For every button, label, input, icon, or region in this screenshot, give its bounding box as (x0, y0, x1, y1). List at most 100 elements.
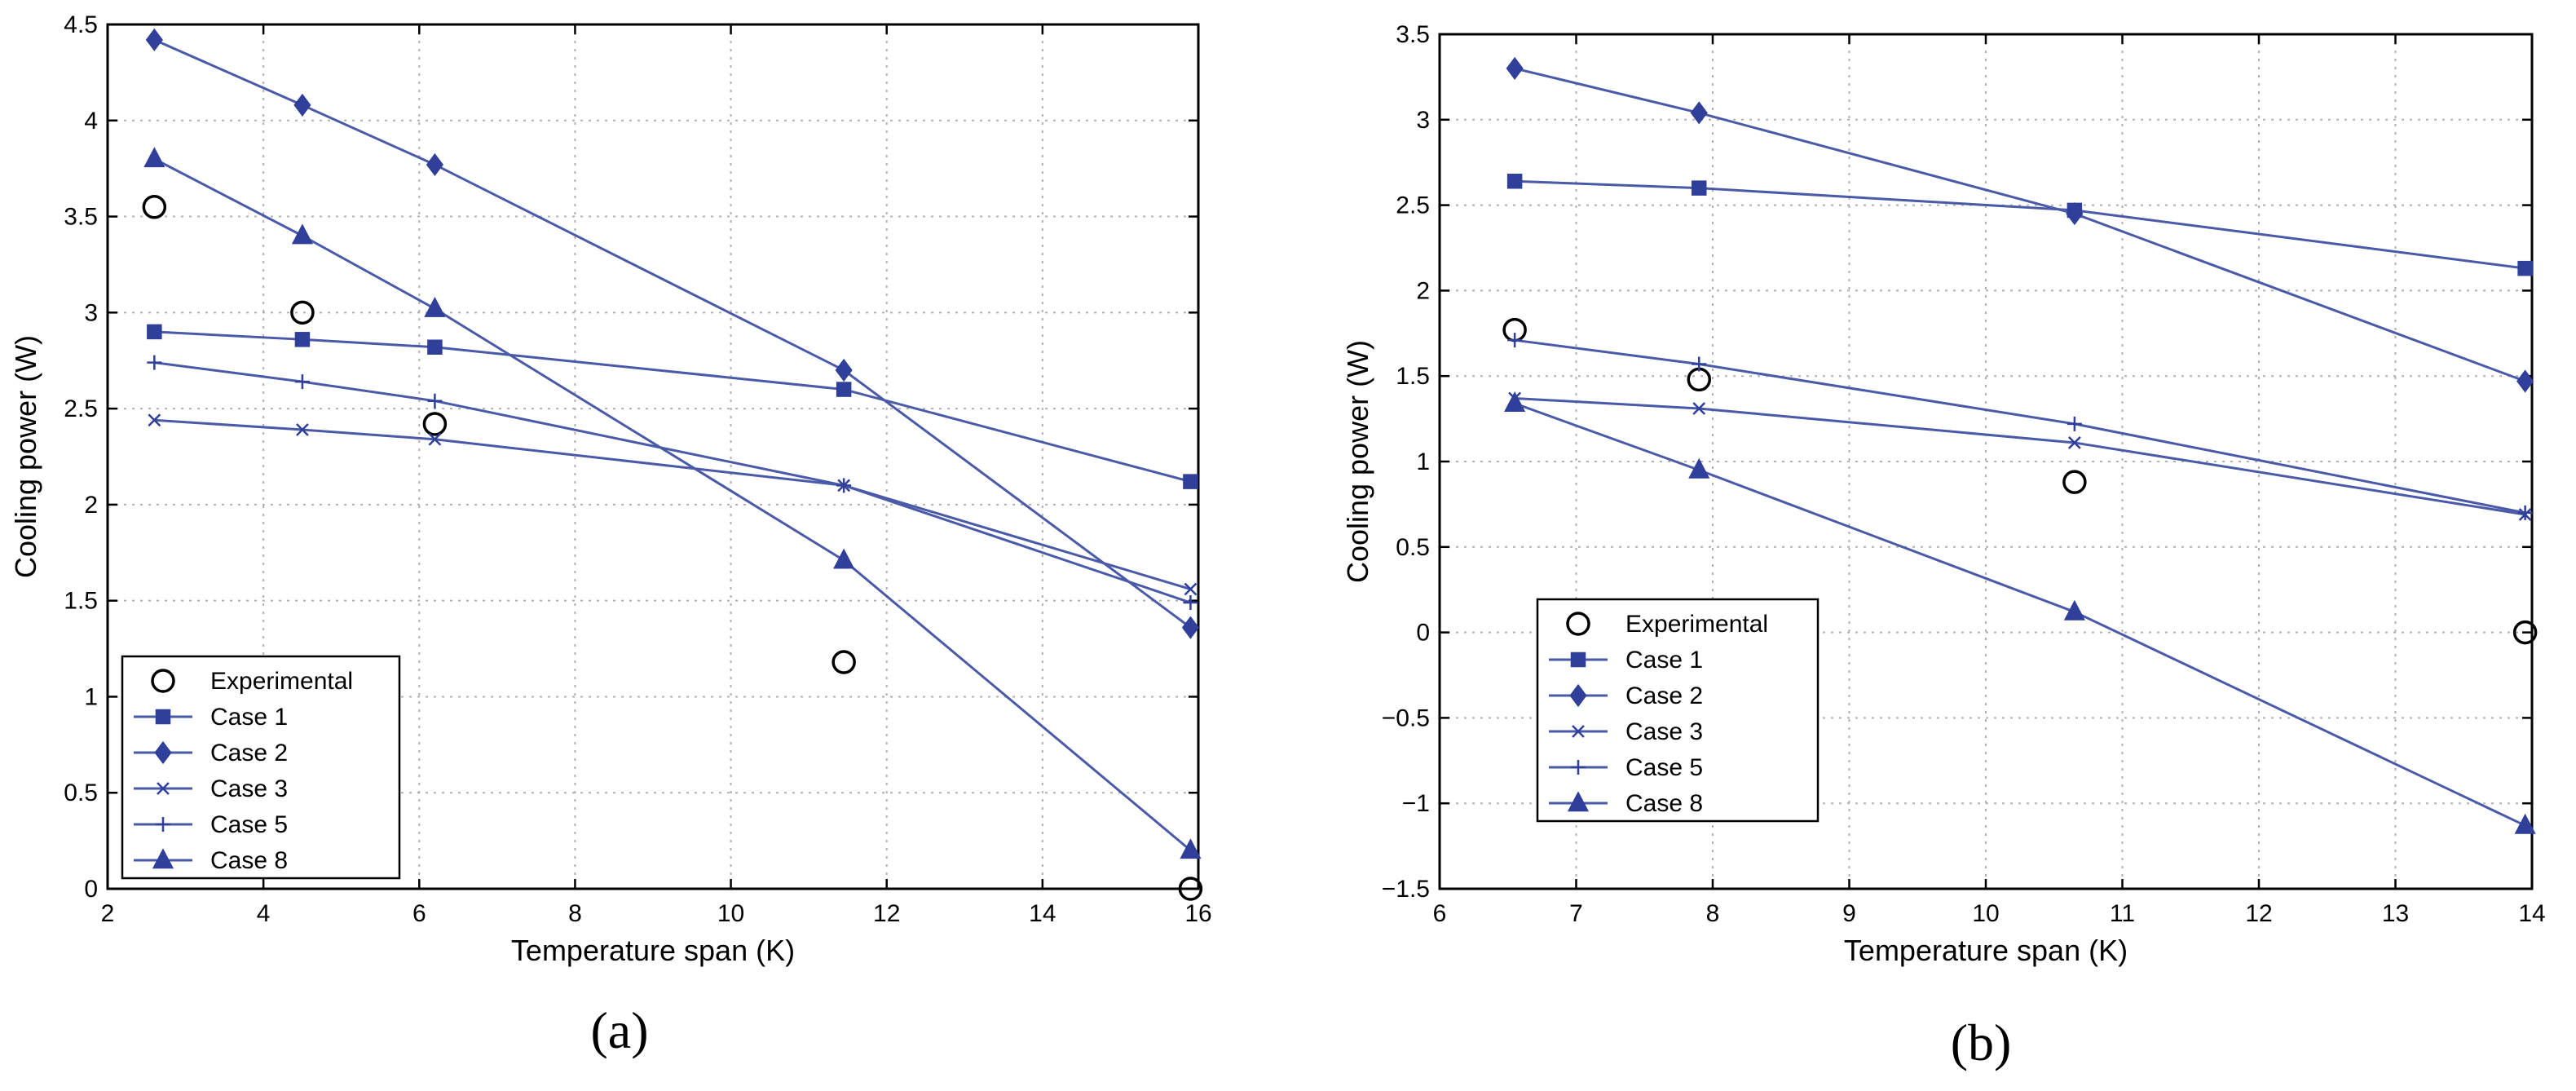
panel-b-legend-swatch-marker (1571, 760, 1586, 775)
panel-a-point-case-5 (294, 374, 310, 390)
panel-b-point-experimental (2062, 470, 2087, 494)
panel-b-point-case-8 (1504, 391, 1526, 412)
panel-b-point-case-5 (1692, 356, 1707, 372)
panel-a-point-experimental (831, 650, 856, 674)
panel-a-legend-swatch-marker (156, 817, 170, 832)
panel-a-x-tick-label: 4 (257, 900, 271, 927)
panel-a-x-tick-label: 2 (101, 900, 115, 927)
panel-b-legend-entry-case-2: Case 2 (1549, 682, 1703, 709)
panel-b-legend-entry-experimental: Experimental (1566, 611, 1768, 638)
panel-b-point-case-2 (1506, 56, 1524, 81)
panel-a-y-tick-label: 4.5 (64, 11, 98, 38)
panel-b-point-case-8 (1688, 457, 1710, 479)
panel-a-y-tick-label: 1 (84, 683, 98, 710)
panel-a-y-tick-label: 3 (84, 299, 98, 326)
panel-a-x-tick-label: 16 (1184, 900, 1211, 927)
panel-b-series-case-3 (1508, 391, 2532, 521)
panel-b-panel-label: (b) (1951, 1014, 2012, 1071)
panel-b-point-case-8 (2063, 599, 2085, 621)
panel-a-legend-label: Case 8 (210, 847, 288, 874)
panel-a-point-case-8 (833, 548, 855, 569)
panel-a-point-case-3 (296, 423, 309, 436)
panel-b-point-case-1 (1692, 180, 1707, 196)
panel-b-x-tick-label: 10 (1972, 900, 1999, 927)
panel-b-chart: 6 7 8 9 10 11 12 13 14 −1.5 −1 −0.5 0 0.5 1 1.5 2 2.5 3 3.5… (1341, 21, 2546, 1071)
panel-a-legend-entry-case-5: Case 5 (134, 811, 288, 838)
panel-a-chart: 2 4 6 8 10 12 14 16 0 0.5 1 1.5 2 2.5 3 3.5 4 4.5 Experime… (9, 11, 1212, 1059)
panel-b-line-case-3 (1515, 396, 2525, 516)
panel-b-x-tick-label: 6 (1433, 900, 1447, 927)
panel-a-point-case-2 (835, 358, 853, 382)
panel-b-series-case-1 (1506, 174, 2533, 276)
panel-a-point-case-2 (293, 93, 311, 117)
panel-b-legend-swatch-marker (1569, 683, 1587, 708)
panel-a-point-case-8 (424, 296, 446, 317)
panel-b-x-tick-label: 11 (2110, 900, 2135, 927)
panel-a-legend-entry-case-2: Case 2 (134, 740, 288, 766)
panel-a-legend-label: Case 3 (210, 775, 288, 802)
panel-a-line-case-5 (154, 361, 1191, 604)
panel-a-point-case-3 (148, 413, 161, 427)
panel-a-plot-frame (106, 23, 1200, 890)
panel-b-y-tick-label: 2 (1416, 277, 1430, 304)
panel-b-y-tick-label: −1 (1402, 790, 1430, 817)
panel-a-point-case-2 (145, 28, 163, 51)
panel-a-legend: Experimental Case 1 Case 2 Case 3 Case 5 Case… (121, 655, 401, 880)
panel-a-x-tick-label: 6 (412, 900, 426, 927)
panel-a-point-experimental (290, 300, 315, 325)
panel-a-legend-swatch-marker (154, 740, 172, 765)
panel-a-y-tick-label: 3.5 (64, 204, 98, 231)
panel-b-point-case-1 (2517, 260, 2533, 276)
panel-a-line-case-1 (154, 330, 1191, 484)
panel-a-legend-swatch-marker (151, 669, 175, 693)
panel-b-y-tick-label: −1.5 (1382, 876, 1430, 903)
panel-b-y-tick-label: 3 (1416, 107, 1430, 134)
panel-b-point-case-1 (1506, 174, 1523, 189)
panel-a-legend-entry-experimental: Experimental (151, 668, 353, 695)
panel-b-legend-swatch-marker (1566, 612, 1590, 636)
panel-a-point-case-2 (1181, 616, 1200, 639)
panel-a-y-tick-label: 0 (84, 876, 98, 903)
panel-a-series-case-5 (147, 355, 1198, 611)
panel-a-point-experimental (422, 412, 448, 436)
panel-a-y-axis-label: Cooling power (W) (9, 335, 42, 578)
panel-a-point-experimental (1178, 877, 1203, 901)
panel-b-legend-label: Case 1 (1625, 647, 1703, 674)
panel-a-y-tick-label: 2 (84, 492, 98, 519)
panel-a-point-case-3 (1184, 582, 1198, 596)
panel-b-x-tick-label: 13 (2382, 900, 2409, 927)
panel-b-plot-frame (1438, 33, 2534, 890)
panel-a-legend-swatch-marker (157, 782, 170, 795)
panel-b-legend-entry-case-8: Case 8 (1549, 790, 1703, 817)
panel-b-legend-swatch-marker (1572, 725, 1585, 738)
panel-b-legend-entry-case-3: Case 3 (1549, 718, 1703, 745)
panel-b-x-tick-label: 12 (2245, 900, 2272, 927)
panel-b-legend-entry-case-1: Case 1 (1549, 647, 1703, 674)
panel-a-y-tick-label: 0.5 (64, 780, 98, 806)
panel-a-legend-swatch-marker (155, 709, 171, 725)
panel-a-series-case-2 (145, 28, 1200, 639)
panel-b-legend-label: Case 3 (1625, 718, 1703, 745)
panel-b-series-experimental (1502, 317, 2538, 645)
panel-a-x-tick-label: 10 (717, 900, 744, 927)
panel-b-point-case-2 (2066, 201, 2084, 226)
panel-a-x-tick-label: 14 (1029, 900, 1056, 927)
panel-a-series-case-1 (147, 324, 1198, 489)
panel-b-y-tick-label: 2.5 (1396, 192, 1430, 219)
panel-b-y-axis-label: Cooling power (W) (1341, 340, 1374, 583)
panel-b-x-tick-label: 9 (1842, 900, 1856, 927)
panel-a-point-case-3 (428, 432, 442, 446)
panel-b-point-case-3 (2067, 436, 2081, 449)
panel-b-series-case-2 (1506, 56, 2534, 393)
panel-a-legend-swatch-marker (152, 848, 174, 869)
panel-b-legend-box (1536, 598, 1820, 823)
panel-a-point-case-5 (1183, 595, 1198, 611)
panel-a-legend-label: Experimental (210, 668, 353, 695)
panel-a-point-case-1 (294, 332, 311, 347)
panel-b-point-experimental (2512, 620, 2538, 645)
panel-b-x-axis-label: Temperature span (K) (1844, 934, 2128, 967)
panel-a-point-case-8 (1180, 838, 1202, 859)
panel-b-y-tick-label: 0.5 (1396, 534, 1430, 561)
panel-a-legend-entry-case-8: Case 8 (134, 847, 288, 874)
